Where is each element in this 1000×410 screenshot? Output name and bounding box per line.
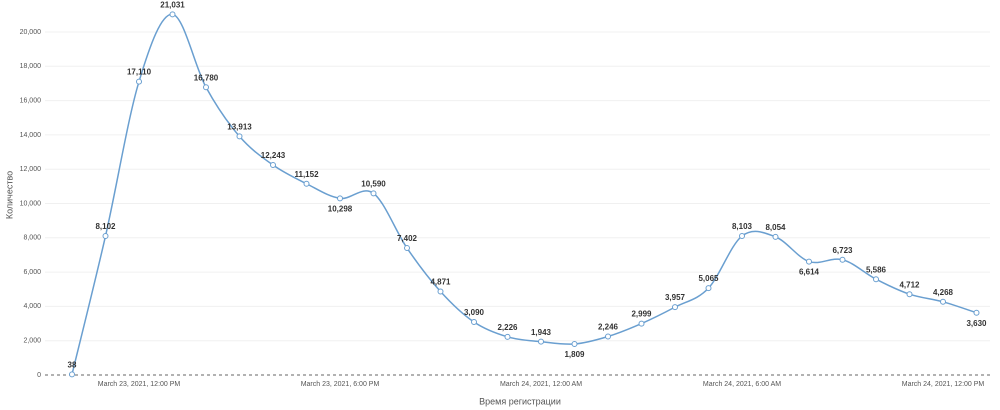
y-tick-label: 6,000 [23,269,41,276]
point [337,195,343,202]
data-label: 4,712 [899,280,920,289]
data-label: 5,065 [698,274,719,283]
data-label: 16,780 [194,73,219,82]
point [236,133,243,140]
data-label: 10,298 [328,205,353,214]
data-label: 8,054 [765,223,786,232]
point [69,371,75,378]
x-axis-title: Время регистрации [479,396,561,406]
data-label: 3,090 [464,308,485,317]
data-label: 12,243 [261,151,286,160]
x-tick-label: March 23, 2021, 12:00 PM [98,381,181,388]
data-label: 7,402 [397,234,418,243]
data-label: 13,913 [227,123,252,132]
point [873,276,879,283]
point [203,84,209,91]
data-label: 8,102 [95,222,116,231]
data-label: 3,957 [665,293,686,302]
x-tick-label: March 24, 2021, 12:00 AM [500,381,582,388]
point [504,333,511,340]
point [605,333,611,340]
point [404,245,410,252]
x-tick-label: March 24, 2021, 6:00 AM [703,381,781,388]
point [973,309,980,316]
y-tick-label: 4,000 [23,303,41,310]
point [906,291,913,298]
data-label: 38 [68,360,77,369]
data-label: 6,614 [799,268,820,277]
data-label: 5,586 [866,265,887,274]
y-tick-label: 20,000 [20,29,42,36]
data-label: 6,723 [832,246,853,255]
point [571,340,578,347]
y-tick-label: 18,000 [20,63,42,70]
data-label: 4,268 [933,288,954,297]
point [638,320,645,327]
y-tick-label: 12,000 [20,166,42,173]
point [806,258,812,265]
y-tick-label: 8,000 [23,235,41,242]
point [102,233,109,240]
y-tick-label: 16,000 [20,97,42,104]
point [136,78,142,85]
point [538,338,544,345]
data-label: 21,031 [160,0,185,9]
data-label: 2,246 [598,323,619,332]
data-label: 1,809 [564,350,585,359]
data-label: 3,630 [966,319,987,328]
point [437,288,444,295]
y-axis-title: Количество [4,171,14,219]
point [739,233,745,240]
data-label: 2,226 [497,323,518,332]
point [471,319,477,326]
point [169,11,176,18]
point [705,285,712,292]
y-tick-label: 14,000 [20,132,42,139]
point [270,162,276,169]
point [370,190,377,197]
y-tick-label: 0 [37,372,41,379]
data-label: 2,999 [631,310,652,319]
x-tick-label: March 24, 2021, 12:00 PM [902,381,985,388]
x-tick-label: March 23, 2021, 6:00 PM [301,381,380,388]
point [839,256,846,263]
data-label: 17,110 [127,68,152,77]
point [672,304,678,311]
y-tick-label: 10,000 [20,200,42,207]
point [940,298,946,305]
data-label: 10,590 [361,179,386,188]
data-label: 4,871 [430,278,451,287]
data-label: 8,103 [732,222,753,231]
point [303,180,310,187]
data-label: 11,152 [294,170,319,179]
y-tick-label: 2,000 [23,338,41,345]
point [772,233,779,240]
line [71,13,977,375]
data-label: 1,943 [531,328,552,337]
